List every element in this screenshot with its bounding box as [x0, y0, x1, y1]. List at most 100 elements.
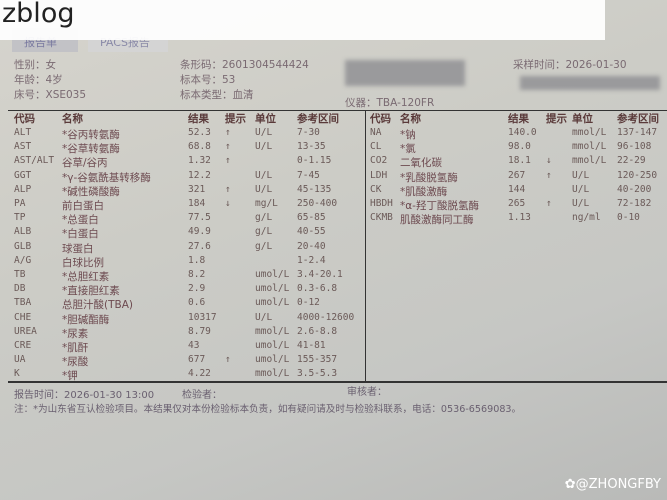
header-flag: 提示: [546, 113, 567, 125]
divider: [365, 110, 366, 382]
watermark-text: @ZHONGFBY: [575, 477, 661, 492]
cell-unit: ng/ml: [572, 212, 601, 224]
cell-name: *肌酸激酶: [400, 185, 448, 198]
cell-range: 4000-12600: [297, 311, 355, 323]
cell-unit: umol/L: [255, 297, 290, 309]
cell-name: *总蛋白: [62, 214, 99, 227]
cell-code: UREA: [14, 325, 37, 337]
cell-result: 267: [508, 169, 526, 181]
cell-code: AST/ALT: [14, 155, 55, 167]
cell-code: CRE: [14, 340, 32, 351]
header-result: 结果: [508, 113, 529, 125]
cell-code: GLB: [14, 240, 32, 252]
cell-range: 0-12: [297, 297, 320, 309]
cell-name: *白蛋白: [62, 228, 99, 241]
specimen-type: 标本类型：血清: [180, 89, 254, 101]
brand-logo: zblog: [2, 0, 75, 29]
cell-range: 65-85: [297, 212, 326, 224]
cell-name: *钠: [400, 129, 416, 141]
cell-result: 1.32: [188, 155, 211, 167]
cell-flag: ↓: [225, 198, 231, 209]
divider: [8, 110, 667, 111]
header-unit: 单位: [572, 113, 593, 125]
cell-range: 96-108: [617, 141, 652, 153]
cell-unit: U/L: [255, 311, 273, 323]
cell-range: 155-357: [297, 354, 338, 366]
cell-range: 0-1.15: [297, 155, 332, 167]
cell-result: 2.9: [188, 283, 206, 295]
redacted-block: [520, 76, 660, 90]
cell-result: 10317: [188, 311, 217, 323]
cell-code: ALT: [14, 127, 32, 138]
cell-unit: mmol/L: [572, 141, 607, 153]
cell-result: 98.0: [508, 141, 531, 153]
cell-flag: ↓: [546, 155, 552, 167]
header-unit: 单位: [255, 113, 276, 125]
cell-range: 13-35: [297, 141, 326, 153]
cell-result: 1.13: [508, 212, 531, 224]
age: 年龄：4岁: [14, 74, 63, 86]
report-time: 报告时间：2026-01-30 13:00: [14, 390, 155, 401]
divider: [8, 381, 667, 383]
cell-name: *谷丙转氨酶: [62, 129, 120, 141]
cell-name: 前白蛋白: [62, 200, 104, 212]
note: 注：*为山东省互认检验项目。本结果仅对本份检验标本负责，如有疑问请及时与检验科联…: [14, 404, 522, 415]
header-name: 名称: [400, 113, 421, 125]
cell-code: CO2: [370, 155, 388, 167]
cell-code: UA: [14, 354, 26, 366]
cell-code: LDH: [370, 169, 388, 181]
cell-range: 2.6-8.8: [297, 325, 338, 337]
cell-result: 12.2: [188, 169, 211, 181]
cell-name: *直接胆红素: [62, 285, 120, 298]
cell-code: NA: [370, 127, 382, 138]
cell-unit: umol/L: [255, 354, 290, 366]
header-flag: 提示: [225, 113, 246, 125]
cell-code: PA: [14, 198, 26, 209]
barcode: 条形码：2601304544424: [180, 59, 309, 71]
cell-range: 22-29: [617, 155, 646, 167]
cell-code: TB: [14, 269, 26, 280]
collect-time: 采样时间：2026-01-30: [513, 59, 627, 71]
leaf-icon: ✿: [564, 477, 576, 492]
cell-range: 1-2.4: [297, 254, 326, 266]
instrument: 仪器：TBA-120FR: [345, 97, 435, 109]
reviewer-label: 审核者：: [347, 387, 387, 398]
cell-flag: ↑: [546, 198, 552, 209]
cell-range: 72-182: [617, 198, 652, 209]
cell-flag: ↑: [225, 127, 231, 138]
cell-unit: U/L: [572, 198, 590, 209]
cell-result: 144: [508, 183, 526, 195]
cell-name: *尿酸: [62, 356, 89, 369]
cell-unit: mmol/L: [255, 325, 290, 337]
cell-unit: umol/L: [255, 269, 290, 280]
cell-range: 0-10: [617, 212, 640, 224]
cell-name: *乳酸脱氢酶: [400, 171, 458, 184]
cell-code: CHE: [14, 311, 32, 323]
cell-result: 321: [188, 183, 206, 195]
cell-name: *尿素: [62, 327, 89, 340]
header-range: 参考区间: [617, 113, 659, 125]
cell-code: TP: [14, 212, 26, 224]
cell-range: 40-55: [297, 226, 326, 238]
tester-label: 检验者：: [182, 390, 222, 401]
cell-range: 3.5-5.3: [297, 368, 338, 380]
cell-range: 40-200: [617, 183, 652, 195]
cell-result: 18.1: [508, 155, 531, 167]
cell-name: 球蛋白: [62, 242, 94, 255]
cell-code: ALP: [14, 183, 32, 195]
cell-result: 8.79: [188, 325, 211, 337]
cell-range: 45-135: [297, 183, 332, 195]
cell-name: 肌酸激酶同工酶: [400, 214, 474, 227]
header-code: 代码: [370, 113, 391, 125]
cell-code: GGT: [14, 169, 32, 181]
cell-name: *谷草转氨酶: [62, 143, 120, 156]
cell-range: 137-147: [617, 127, 658, 138]
specimen-no: 标本号：53: [180, 74, 236, 86]
cell-name: *α-羟丁酸脱氢酶: [400, 200, 479, 212]
cell-result: 8.2: [188, 269, 206, 280]
cell-result: 0.6: [188, 297, 206, 309]
cell-flag: ↑: [225, 141, 231, 153]
cell-flag: ↑: [546, 169, 552, 181]
cell-code: HBDH: [370, 198, 393, 209]
cell-code: AST: [14, 141, 32, 153]
